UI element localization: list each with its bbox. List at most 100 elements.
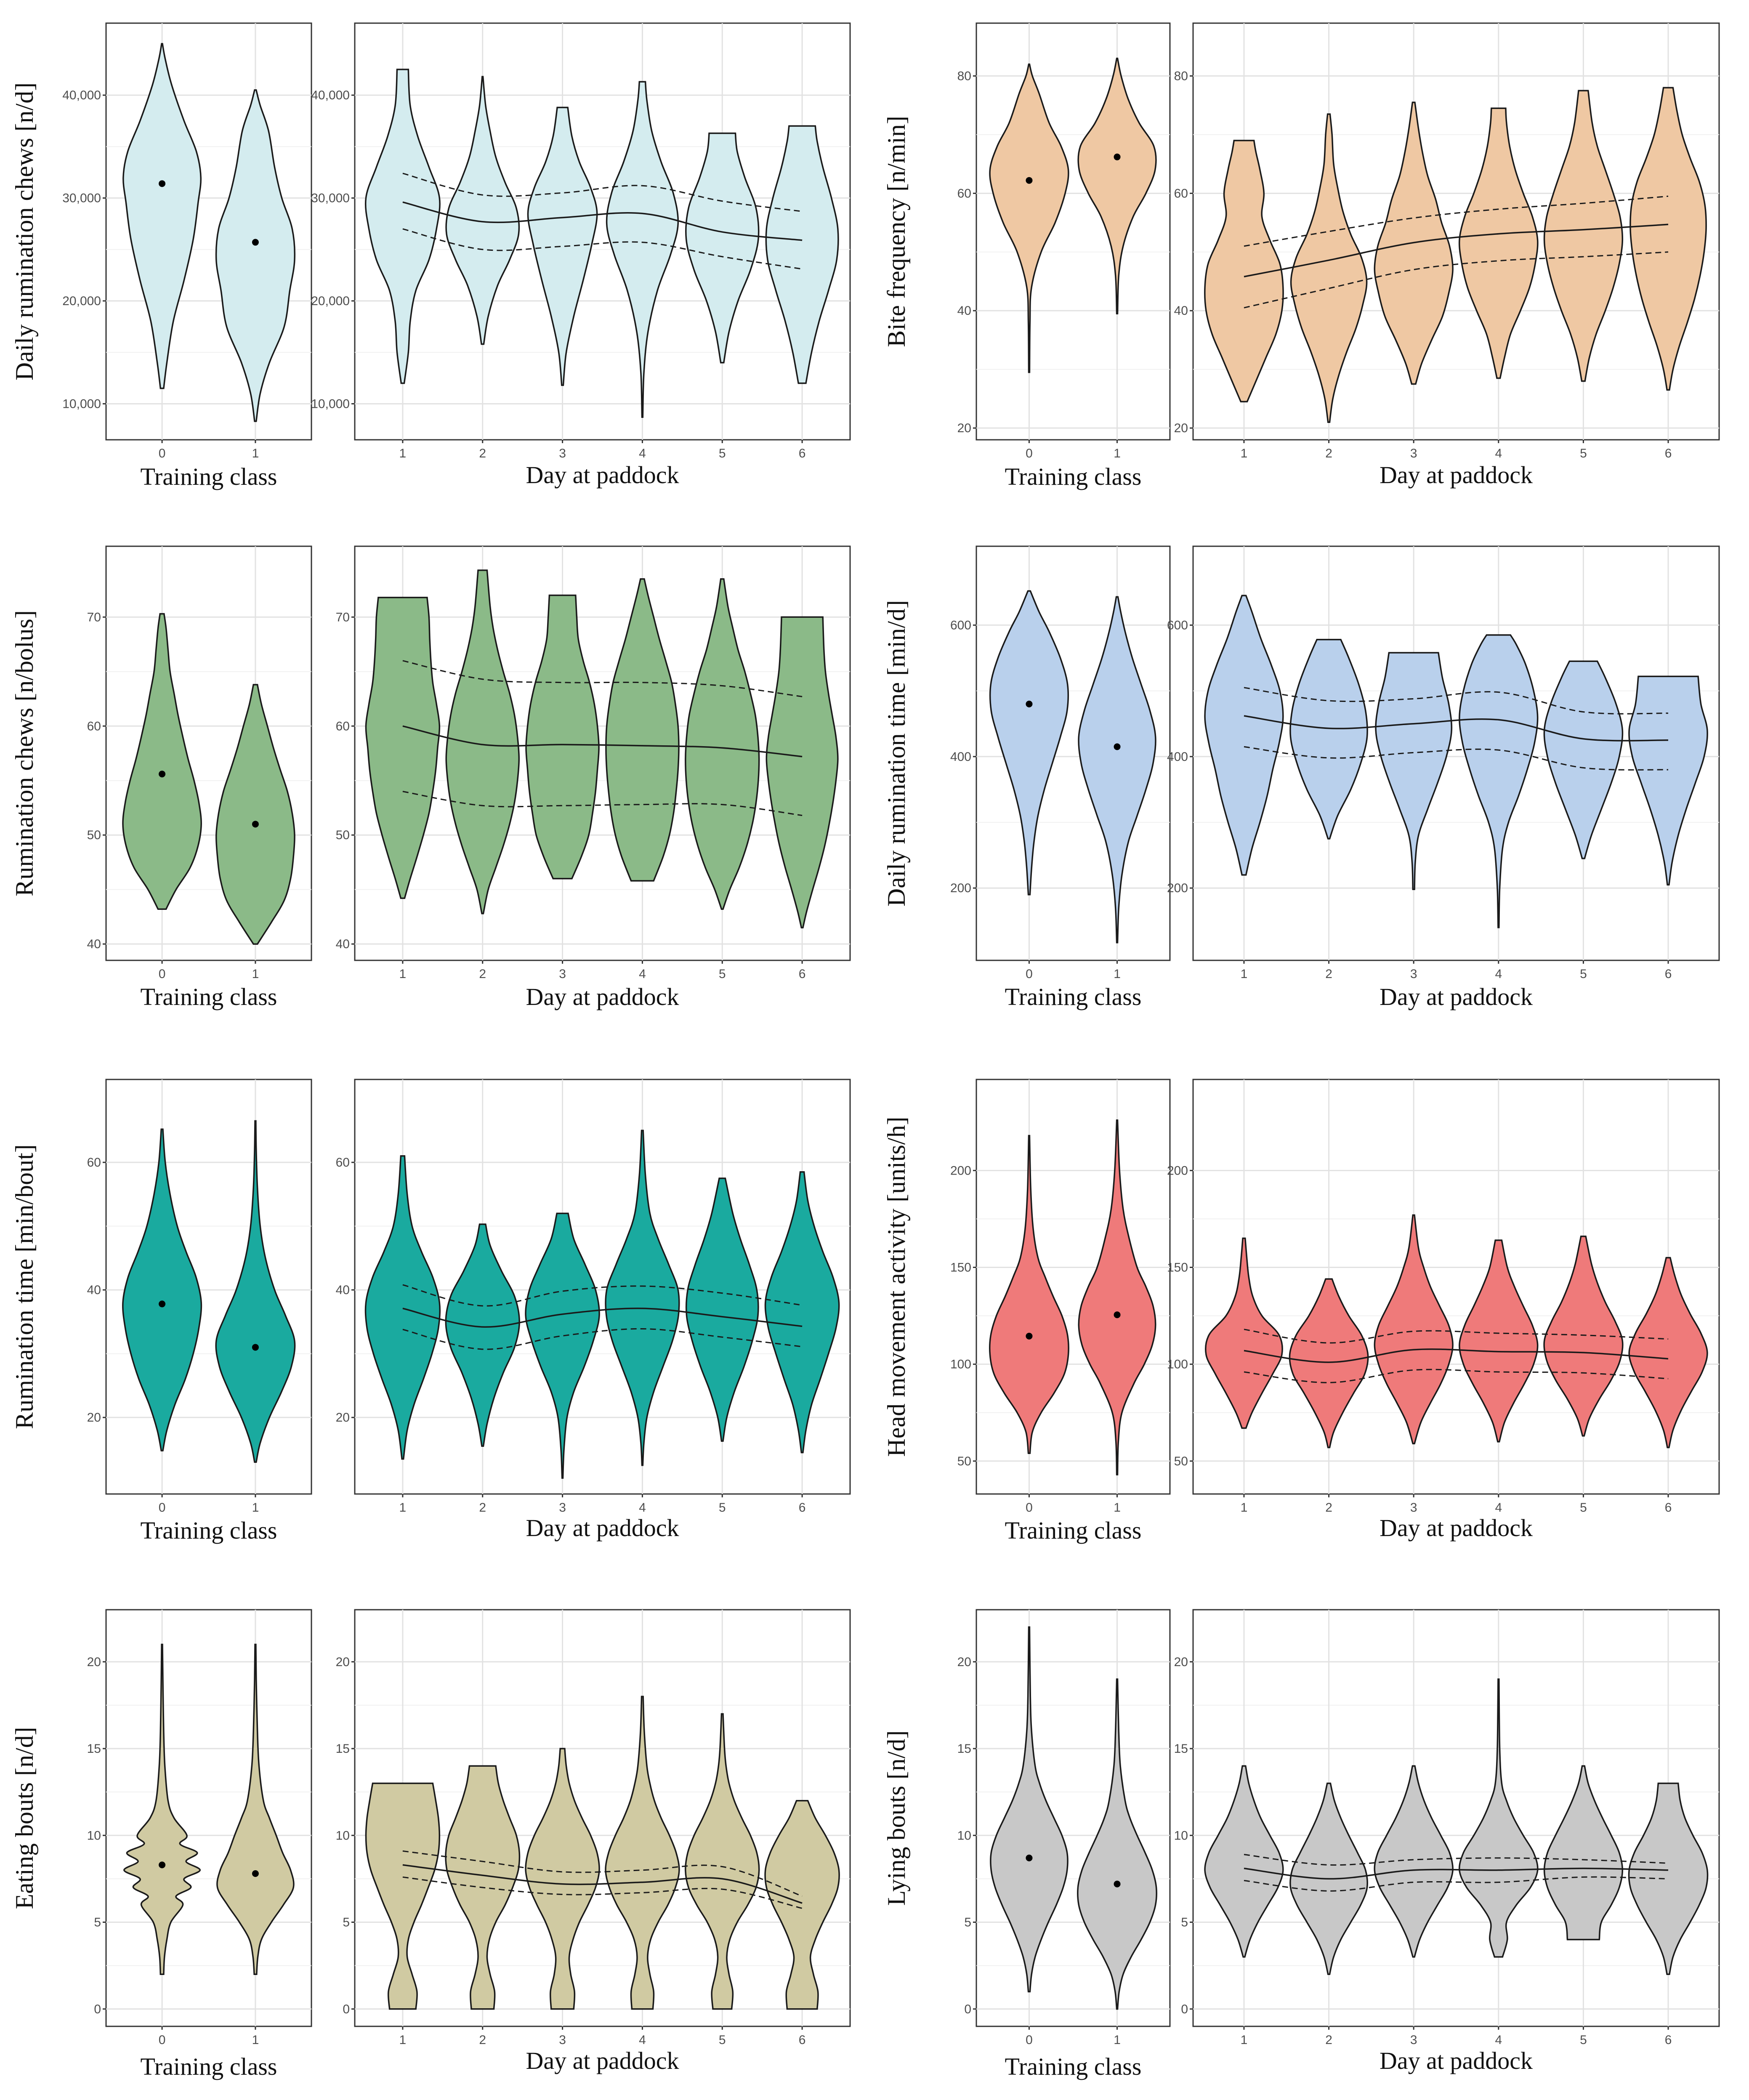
violin-class_panel-1 (215, 89, 296, 422)
y-tick-label: 20 (336, 1411, 350, 1425)
x-axis-title: Training class (1005, 983, 1142, 1010)
violin-day_panel-4 (605, 1130, 680, 1466)
violin-day_panel-1 (1204, 140, 1284, 403)
ci-upper-line (402, 1850, 803, 1897)
violin-day_panel-5 (685, 1713, 760, 2010)
x-tick-label: 3 (559, 1501, 566, 1515)
violin-day_panel-6 (1628, 675, 1708, 886)
panel-training-class: 0 5 10 15 20 0 1 Training class (957, 1609, 1171, 2080)
violin-day_panel-1 (1205, 1237, 1283, 1429)
x-tick-label: 4 (639, 967, 646, 981)
y-tick-label: 5 (343, 1916, 350, 1930)
violin-day_panel-4 (606, 81, 679, 418)
x-axis-title: Training class (141, 1517, 277, 1544)
panel-training-class: 10,000 20,000 30,000 40,000 0 1 Training class (62, 22, 312, 490)
x-tick-label: 2 (479, 1501, 486, 1515)
y-tick-label: 15 (957, 1742, 971, 1756)
x-tick-label: 0 (159, 967, 166, 981)
violin-day_panel-4 (1459, 1239, 1539, 1443)
x-tick-label: 5 (719, 447, 726, 460)
x-tick-label: 5 (719, 2033, 726, 2047)
x-tick-label: 1 (1241, 1501, 1248, 1515)
x-tick-label: 5 (719, 1501, 726, 1515)
x-tick-label: 0 (1026, 2033, 1033, 2047)
y-tick-label: 100 (950, 1358, 971, 1372)
ci-upper-line (402, 660, 803, 697)
mean-point (1026, 1854, 1033, 1861)
violin-day_panel-2 (1290, 113, 1368, 423)
y-axis-title: Bite frequency [n/min] (882, 116, 910, 347)
y-tick-label: 400 (1167, 750, 1188, 764)
violin-day_panel-5 (1543, 1765, 1624, 1941)
violin-class_panel-1 (1078, 1119, 1156, 1475)
y-tick-label: 10 (87, 1829, 101, 1842)
y-tick-label: 5 (1181, 1916, 1188, 1930)
violin-day_panel-4 (605, 578, 680, 882)
x-tick-label: 0 (1026, 967, 1033, 981)
y-tick-label: 40 (957, 304, 971, 318)
violin-class_panel-0 (122, 1128, 202, 1451)
mean-point (252, 1344, 259, 1351)
violin-class_panel-0 (122, 613, 202, 910)
y-tick-label: 200 (950, 1164, 971, 1178)
y-tick-label: 200 (1167, 1164, 1188, 1178)
violin-day_panel-5 (685, 132, 760, 364)
panel-training-class: 20 40 60 0 1 Training class (87, 1079, 312, 1544)
y-tick-label: 0 (343, 2002, 350, 2016)
ci-lower-line (402, 1328, 803, 1350)
x-axis-title: Day at paddock (1380, 983, 1533, 1010)
violin-day_panel-4 (1459, 634, 1539, 928)
plot-frame (1192, 1609, 1720, 2027)
y-tick-label: 50 (87, 828, 101, 842)
x-tick-label: 0 (159, 1501, 166, 1515)
panel-training-class: 200 400 600 0 1 Training class (950, 545, 1171, 1010)
x-tick-label: 2 (1325, 967, 1332, 981)
y-tick-label: 40 (87, 1283, 101, 1297)
violin-class_panel-0 (990, 1626, 1069, 1993)
y-tick-label: 10 (957, 1829, 971, 1842)
x-axis-title: Training class (141, 983, 277, 1010)
trend-line (402, 201, 803, 241)
x-tick-label: 3 (1410, 447, 1417, 460)
y-tick-label: 20 (336, 1655, 350, 1669)
x-tick-label: 1 (399, 447, 407, 460)
y-tick-label: 0 (964, 2002, 971, 2016)
x-tick-label: 2 (479, 967, 486, 981)
violin-class_panel-0 (989, 1135, 1069, 1454)
panel-day-at-paddock: 40 50 60 70 1 2 3 4 5 6 Day at paddock (336, 545, 851, 1010)
x-tick-label: 1 (1114, 967, 1121, 981)
mean-point (1026, 1332, 1033, 1340)
x-tick-label: 4 (1495, 1501, 1502, 1515)
x-tick-label: 6 (1665, 447, 1672, 460)
trend-line (402, 725, 803, 758)
mean-point (252, 1870, 259, 1877)
x-axis-title: Training class (141, 463, 277, 490)
x-tick-label: 4 (1495, 2033, 1502, 2047)
violin-day_panel-3 (1375, 652, 1453, 891)
x-tick-label: 6 (1665, 2033, 1672, 2047)
plot-frame (1192, 1079, 1720, 1495)
violin-day_panel-4 (1458, 1678, 1539, 1958)
x-tick-label: 5 (719, 967, 726, 981)
x-tick-label: 6 (799, 2033, 806, 2047)
ci-lower-line (1244, 251, 1669, 308)
x-tick-label: 1 (1241, 967, 1248, 981)
x-axis-title: Day at paddock (526, 2047, 679, 2074)
chart-bite-frequency: Bite frequency [n/min] (882, 116, 910, 347)
panel-day-at-paddock: 0 5 10 15 20 1 2 3 4 5 6 Day at paddock (1174, 1609, 1720, 2074)
x-axis-title: Training class (1005, 463, 1142, 490)
panel-day-at-paddock: 10,000 20,000 30,000 40,000 1 2 3 4 5 6 Day at pad… (311, 22, 851, 489)
y-axis-title: Eating bouts [n/d] (11, 1727, 38, 1909)
panel-day-at-paddock: 0 5 10 15 20 1 2 3 4 5 6 Day at paddock (336, 1609, 851, 2074)
x-tick-label: 3 (1410, 1501, 1417, 1515)
mean-point (159, 1861, 166, 1869)
mean-point (1114, 1311, 1121, 1318)
y-tick-label: 150 (1167, 1260, 1188, 1274)
panel-training-class: 50 100 150 200 0 1 Training class (950, 1079, 1171, 1544)
x-tick-label: 6 (799, 1501, 806, 1515)
y-axis-title: Head movement activity [units/h] (882, 1116, 910, 1457)
violin-class_panel-0 (122, 43, 202, 389)
y-tick-label: 60 (87, 719, 101, 733)
y-tick-label: 20 (1174, 1655, 1188, 1669)
ci-upper-line (402, 1284, 803, 1307)
